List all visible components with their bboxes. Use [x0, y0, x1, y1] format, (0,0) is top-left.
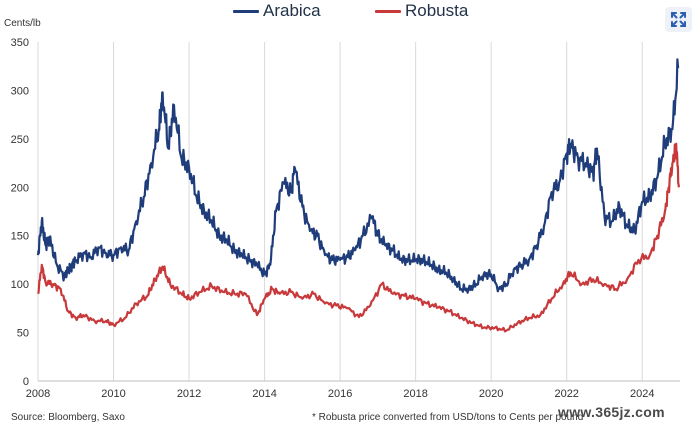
x-tick-label: 2018: [403, 388, 427, 400]
x-tick-label: 2008: [26, 388, 50, 400]
y-tick-labels: 0 50 100 150 200 250 300 350: [11, 37, 29, 388]
x-tick-label: 2012: [177, 388, 201, 400]
legend-label-arabica: Arabica: [263, 1, 321, 20]
y-tick-label: 200: [11, 182, 29, 194]
x-tick-label: 2024: [630, 388, 654, 400]
x-tick-label: 2014: [252, 388, 276, 400]
y-tick-label: 300: [11, 85, 29, 97]
y-axis-label: Cents/lb: [4, 18, 41, 29]
series-line-arabica: [36, 58, 680, 294]
series-lines: [36, 58, 680, 333]
y-tick-label: 50: [17, 328, 29, 340]
y-tick-label: 0: [23, 376, 29, 388]
x-tick-label: 2020: [479, 388, 503, 400]
watermark: www.365jz.com: [558, 404, 665, 420]
x-tick-label: 2022: [554, 388, 578, 400]
x-tick-labels: 2008 2010 2012 2014 2016 2018 2020 2022 2024: [26, 388, 655, 400]
y-tick-label: 100: [11, 279, 29, 291]
y-tick-label: 250: [11, 134, 29, 146]
y-tick-label: 350: [11, 37, 29, 49]
source-note: Source: Bloomberg, Saxo: [11, 412, 125, 423]
x-tick-label: 2010: [101, 388, 125, 400]
conversion-footnote: * Robusta price converted from USD/tons …: [312, 412, 584, 423]
expand-arrows-icon: [671, 12, 686, 27]
legend-item-robusta: Robusta: [375, 1, 468, 21]
legend: Arabica Robusta: [0, 0, 697, 24]
legend-label-robusta: Robusta: [405, 1, 469, 20]
x-tick-label: 2016: [328, 388, 352, 400]
y-tick-label: 150: [11, 231, 29, 243]
legend-swatch-robusta: [375, 9, 401, 13]
series-line-robusta: [37, 142, 680, 333]
expand-button[interactable]: [665, 7, 692, 32]
legend-item-arabica: Arabica: [233, 1, 321, 21]
legend-swatch-arabica: [233, 9, 259, 13]
gridlines: [37, 42, 680, 382]
